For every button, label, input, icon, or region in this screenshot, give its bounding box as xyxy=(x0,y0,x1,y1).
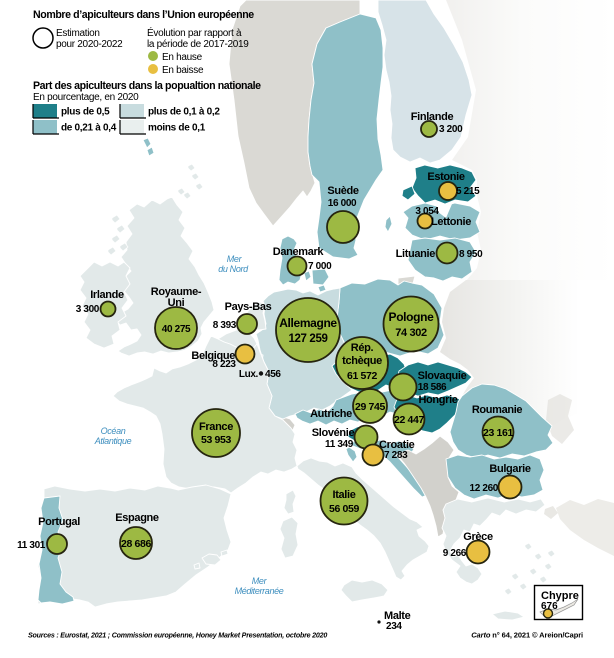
svg-text:Pays-Bas: Pays-Bas xyxy=(225,301,272,313)
svg-text:456: 456 xyxy=(265,369,281,380)
svg-text:plus de 0,1 à 0,2: plus de 0,1 à 0,2 xyxy=(148,107,220,118)
svg-text:Slovaquie: Slovaquie xyxy=(418,370,467,382)
svg-text:Part des apiculteurs dans la p: Part des apiculteurs dans la popualtion … xyxy=(33,80,261,92)
svg-text:Italie: Italie xyxy=(333,489,356,501)
svg-text:Allemagne: Allemagne xyxy=(279,316,337,330)
svg-text:Croatie: Croatie xyxy=(379,439,415,451)
svg-text:Hongrie: Hongrie xyxy=(418,394,457,406)
svg-text:56 059: 56 059 xyxy=(329,503,360,515)
svg-text:9 266: 9 266 xyxy=(443,548,467,559)
svg-text:Belgique: Belgique xyxy=(191,350,235,362)
svg-text:la période de 2017-2019: la période de 2017-2019 xyxy=(147,39,249,50)
svg-text:676: 676 xyxy=(541,601,558,612)
svg-text:Grèce: Grèce xyxy=(463,531,493,543)
svg-text:53 953: 53 953 xyxy=(201,434,232,446)
svg-text:Lux.: Lux. xyxy=(239,369,259,380)
svg-text:5 215: 5 215 xyxy=(456,186,480,197)
svg-text:16 000: 16 000 xyxy=(328,198,357,209)
svg-text:Irlande: Irlande xyxy=(90,289,124,301)
svg-text:28 686: 28 686 xyxy=(121,538,152,550)
svg-text:Pologne: Pologne xyxy=(389,310,435,324)
svg-text:Océan: Océan xyxy=(101,426,126,436)
svg-text:Lituanie: Lituanie xyxy=(396,248,436,260)
svg-text:Atlantique: Atlantique xyxy=(94,436,132,446)
svg-text:Finlande: Finlande xyxy=(411,111,454,123)
svg-text:Royaume-: Royaume- xyxy=(151,286,202,298)
svg-text:Lettonie: Lettonie xyxy=(431,216,471,228)
svg-text:29 745: 29 745 xyxy=(355,401,386,413)
svg-text:du Nord: du Nord xyxy=(218,264,249,274)
svg-text:Mer: Mer xyxy=(227,254,243,264)
svg-text:En baisse: En baisse xyxy=(162,65,204,76)
svg-text:Chypre: Chypre xyxy=(541,590,579,602)
svg-text:7 000: 7 000 xyxy=(308,261,332,272)
svg-text:Uni: Uni xyxy=(168,297,185,309)
svg-text:Bulgarie: Bulgarie xyxy=(489,463,530,475)
svg-text:11 301: 11 301 xyxy=(17,540,46,551)
svg-text:12 260: 12 260 xyxy=(470,483,499,494)
svg-text:de 0,21 à 0,4: de 0,21 à 0,4 xyxy=(61,123,117,134)
svg-text:En hause: En hause xyxy=(162,52,203,63)
svg-text:61 572: 61 572 xyxy=(347,370,378,382)
svg-text:Slovénie: Slovénie xyxy=(312,427,355,439)
svg-text:En pourcentage, en 2020: En pourcentage, en 2020 xyxy=(33,92,139,103)
svg-text:11 349: 11 349 xyxy=(325,439,354,450)
svg-text:74 302: 74 302 xyxy=(395,327,427,339)
svg-text:Nombre d’apiculteurs dans l’Un: Nombre d’apiculteurs dans l’Union europé… xyxy=(33,9,254,21)
svg-text:3 300: 3 300 xyxy=(76,304,100,315)
svg-text:22 447: 22 447 xyxy=(394,414,425,426)
svg-text:Portugal: Portugal xyxy=(38,516,80,528)
svg-text:Suède: Suède xyxy=(327,185,358,197)
svg-text:Roumanie: Roumanie xyxy=(472,404,523,416)
svg-text:Danemark: Danemark xyxy=(273,246,325,258)
svg-text:Carto n° 64, 2021 © Areion/Cap: Carto n° 64, 2021 © Areion/Capri xyxy=(471,631,583,640)
svg-text:23 161: 23 161 xyxy=(483,427,514,439)
svg-text:7 283: 7 283 xyxy=(384,450,408,461)
svg-text:Estonie: Estonie xyxy=(427,171,465,183)
svg-text:Autriche: Autriche xyxy=(310,408,352,420)
svg-text:Malte: Malte xyxy=(384,610,411,622)
svg-text:pour 2020-2022: pour 2020-2022 xyxy=(56,39,123,50)
svg-text:plus de 0,5: plus de 0,5 xyxy=(61,107,110,118)
svg-text:8 223: 8 223 xyxy=(212,359,236,370)
svg-text:Rép.: Rép. xyxy=(351,342,374,354)
svg-text:moins de 0,1: moins de 0,1 xyxy=(148,123,206,134)
svg-text:Mer: Mer xyxy=(252,576,268,586)
svg-text:127 259: 127 259 xyxy=(288,333,327,345)
svg-text:Estimation: Estimation xyxy=(56,28,100,39)
svg-text:3 054: 3 054 xyxy=(415,206,439,217)
svg-text:Sources : Eurostat, 2021 ; Com: Sources : Eurostat, 2021 ; Commission eu… xyxy=(28,632,327,640)
svg-text:234: 234 xyxy=(386,621,402,632)
svg-text:3 200: 3 200 xyxy=(439,124,463,135)
svg-text:Méditerranée: Méditerranée xyxy=(235,586,284,596)
svg-text:France: France xyxy=(199,421,233,433)
svg-text:8 393: 8 393 xyxy=(213,320,237,331)
svg-text:Espagne: Espagne xyxy=(115,512,159,524)
svg-text:40 275: 40 275 xyxy=(162,324,191,335)
svg-text:18 586: 18 586 xyxy=(418,382,447,393)
svg-text:Évolution par rapport à: Évolution par rapport à xyxy=(147,26,242,39)
svg-text:8 950: 8 950 xyxy=(459,249,483,260)
svg-text:tchèque: tchèque xyxy=(342,355,382,367)
